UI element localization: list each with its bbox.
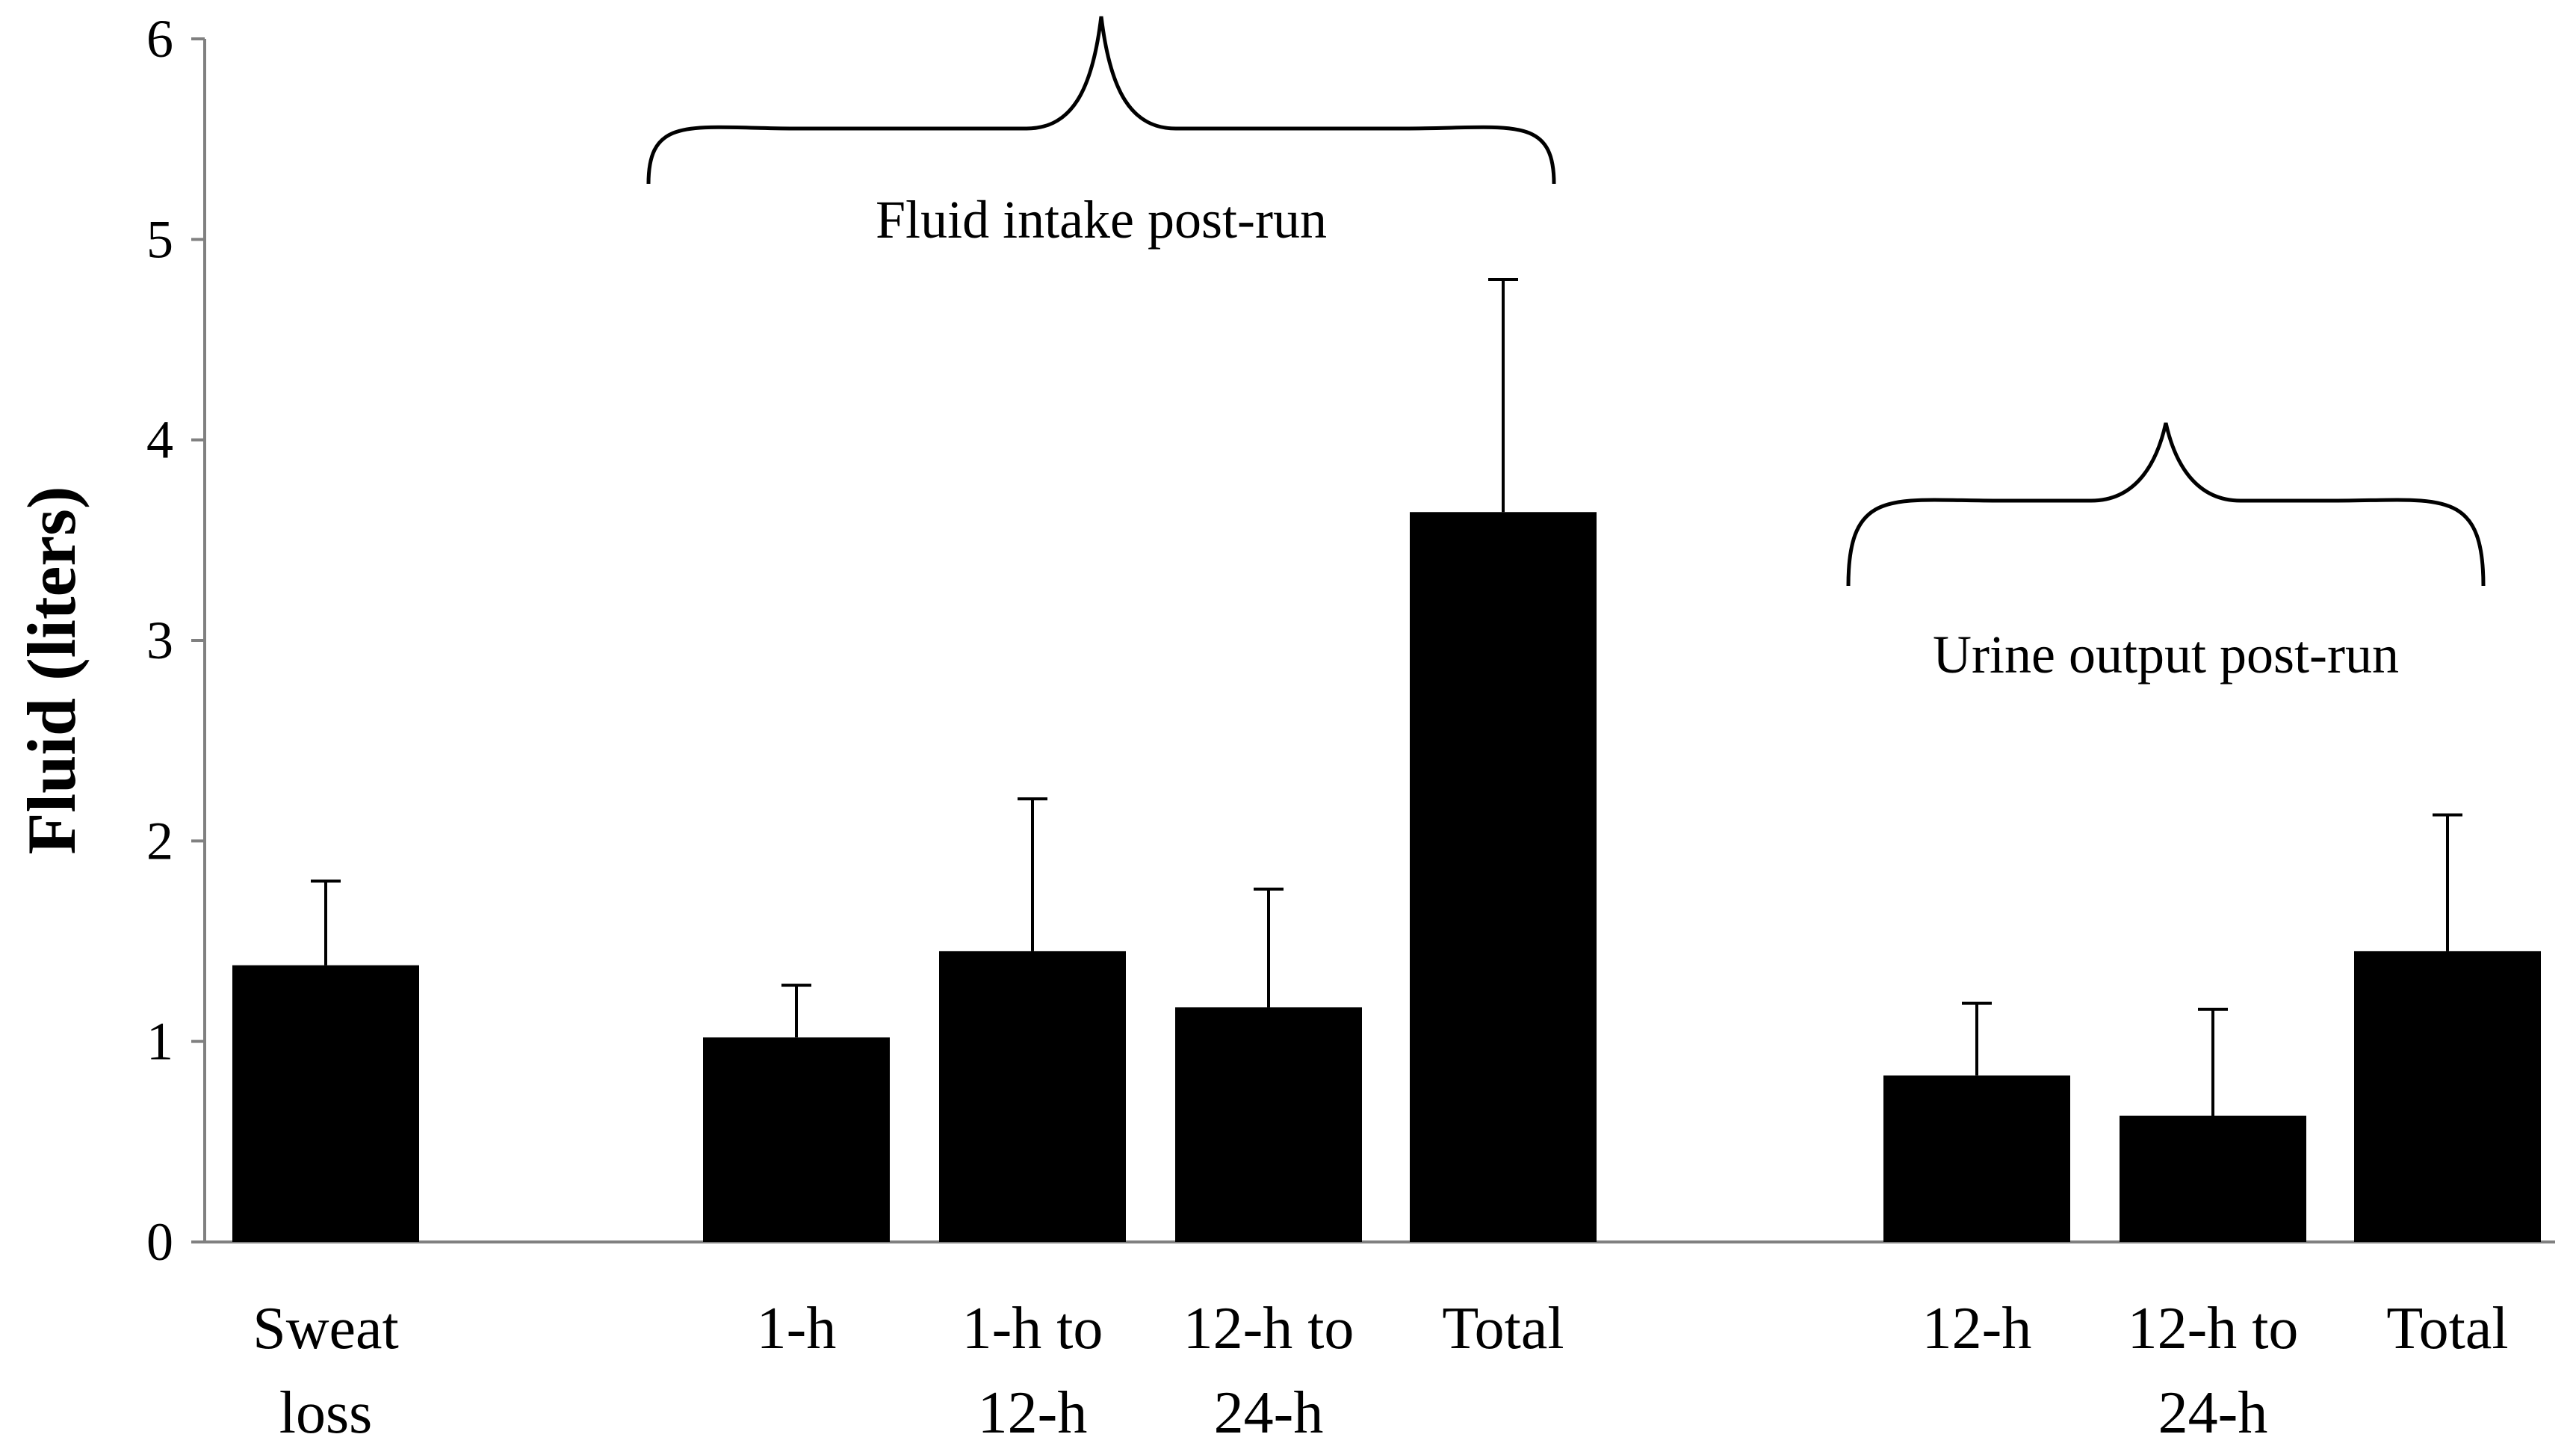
x-tick-label: Total [1442,1296,1564,1362]
group-label: Urine output post-run [1933,625,2399,685]
bar [2354,951,2541,1242]
y-tick-label: 6 [146,9,173,69]
bar [1175,1007,1362,1242]
group-brace [1846,422,2486,587]
x-tick-label: 1-h [757,1296,837,1362]
y-axis-title: Fluid (liters) [13,486,90,854]
x-tick-label: 24-h [1214,1380,1324,1443]
bar [1883,1075,2070,1242]
x-tick-label: Sweat [253,1296,399,1362]
y-tick-label: 4 [146,410,173,470]
group-label: Fluid intake post-run [876,190,1327,250]
x-tick-label: Total [2386,1296,2508,1362]
annotations: Fluid intake post-run Urine output post-r… [646,16,2486,685]
x-tick-label: 12-h [1922,1296,2032,1362]
x-tick-label: 12-h to [2128,1296,2299,1362]
x-tick-label: 1-h to [962,1296,1103,1362]
x-tick-label: 24-h [2158,1380,2268,1443]
x-tick-labels: Sweat loss 1-h 1-h to 12-h 12-h to 24-h Total 12… [253,1296,2508,1443]
y-tick-label: 5 [146,209,173,269]
y-tick-label: 0 [146,1212,173,1272]
bar [1410,512,1597,1242]
group-brace [646,16,1556,185]
axes: 0 1 2 3 4 5 6 [146,9,2555,1272]
x-tick-label: 12-h to [1183,1296,1354,1362]
error-bars [311,278,2462,1116]
bar [939,951,1126,1242]
x-tick-label: loss [279,1380,373,1443]
x-tick-label: 12-h [978,1380,1088,1443]
y-tick-label: 1 [146,1012,173,1072]
bar [2120,1115,2306,1242]
bar [703,1037,890,1242]
bar [232,965,419,1242]
bars [232,512,2541,1242]
y-tick-label: 2 [146,811,173,871]
y-tick-label: 3 [146,611,173,670]
